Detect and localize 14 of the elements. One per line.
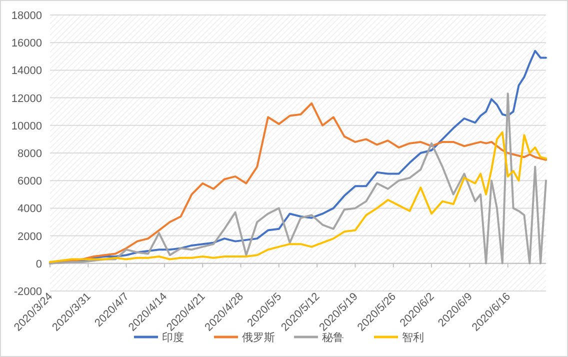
y-tick-label: 0: [36, 258, 42, 270]
y-tick-label: 8000: [18, 148, 42, 160]
y-tick-label: 10000: [11, 120, 42, 132]
legend-label: 智利: [402, 331, 424, 344]
y-tick-label: 12000: [11, 92, 42, 105]
y-tick-label: 18000: [11, 10, 42, 22]
y-tick-label: 2000: [18, 230, 42, 243]
y-tick-label: 4000: [18, 203, 42, 216]
legend-label: 秘鲁: [322, 332, 344, 344]
legend-label: 俄罗斯: [242, 331, 275, 344]
legend-label: 印度: [162, 331, 184, 344]
y-tick-label: 14000: [11, 65, 42, 78]
y-tick-label: 16000: [11, 38, 42, 50]
y-tick-label: 6000: [18, 176, 42, 188]
